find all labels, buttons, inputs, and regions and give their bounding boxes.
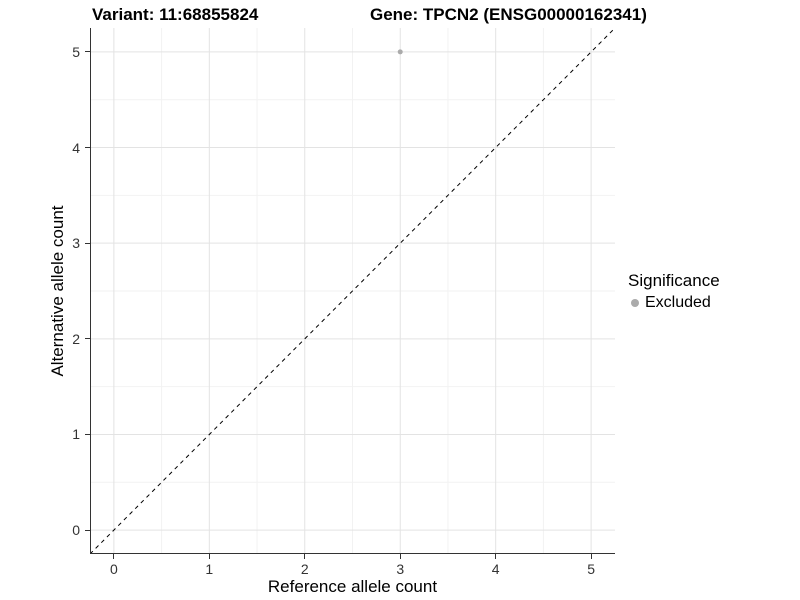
y-axis-title: Alternative allele count: [48, 205, 67, 377]
legend-item-label: Excluded: [645, 294, 711, 311]
y-tick-mark: [85, 147, 90, 149]
x-tick-label: 0: [109, 561, 118, 577]
x-tick-label: 2: [300, 561, 309, 577]
y-tick-mark: [85, 433, 90, 435]
data-point: [397, 49, 403, 55]
y-tick-label: 5: [72, 43, 80, 60]
x-tick-mark: [590, 554, 592, 559]
x-tick-mark: [495, 554, 497, 559]
y-tick-label: 1: [72, 426, 80, 443]
x-tick-mark: [208, 554, 210, 559]
legend-point-icon: [631, 298, 639, 307]
legend-item: Excluded: [628, 293, 720, 312]
legend-title: Significance: [628, 271, 720, 290]
y-tick-label: 2: [72, 330, 80, 347]
x-tick-label: 3: [396, 561, 405, 577]
legend-items: Excluded: [628, 293, 720, 312]
x-tick-mark: [304, 554, 306, 559]
plot-title-variant: Variant: 11:68855824: [92, 5, 259, 24]
y-tick-label: 4: [72, 139, 80, 156]
y-tick-mark: [85, 242, 90, 244]
x-tick-mark: [113, 554, 115, 559]
plot-panel: [90, 28, 615, 554]
x-axis-title: Reference allele count: [267, 577, 438, 596]
y-tick-mark: [85, 51, 90, 53]
y-tick-mark: [85, 529, 90, 531]
x-tick-label: 1: [205, 561, 214, 577]
x-tick-label: 5: [587, 561, 596, 577]
plot-title-gene: Gene: TPCN2 (ENSG00000162341): [370, 5, 647, 24]
y-tick-label: 0: [72, 522, 80, 539]
identity-reference-line: [90, 28, 615, 554]
plot-canvas: [90, 28, 615, 554]
x-tick-label: 4: [491, 561, 500, 577]
legend: Significance Excluded: [628, 270, 720, 312]
y-tick-mark: [85, 338, 90, 340]
x-tick-mark: [399, 554, 401, 559]
y-tick-label: 3: [72, 235, 80, 252]
